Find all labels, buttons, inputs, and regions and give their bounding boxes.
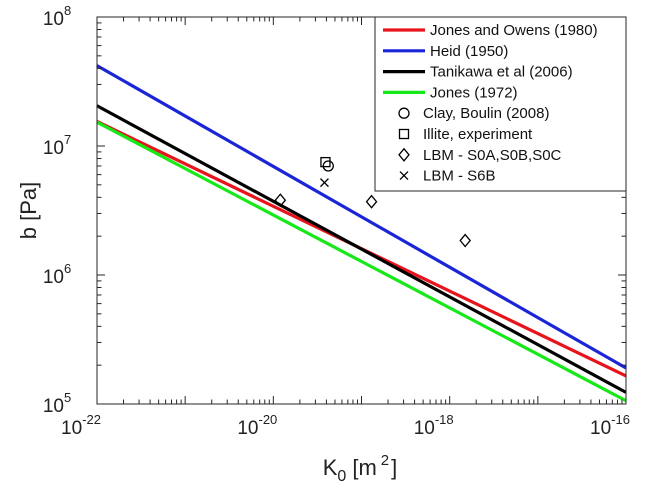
x-tick-label: 10-22 (61, 412, 101, 439)
x-tick-exp: -22 (82, 412, 101, 427)
y-tick-label: 105 (43, 390, 71, 417)
x-axis-label: K0 [m 2] (323, 452, 398, 485)
x-tick-base: 10 (590, 418, 611, 439)
data-point-5-0 (320, 156, 331, 168)
y-tick-base: 10 (43, 396, 64, 417)
legend-label-2: Tanikawa et al (2006) (430, 64, 573, 81)
y-tick-label: 106 (43, 261, 71, 288)
data-point-6-2 (459, 233, 472, 248)
data-point-7-0-stroke-b (319, 178, 329, 188)
legend-item-4: Clay, Boulin (2008) (398, 105, 549, 122)
legend-label-0: Jones and Owens (1980) (430, 22, 598, 39)
x-axis-label-close: ] (391, 455, 397, 480)
x-axis-label-sub: 0 (337, 468, 346, 485)
legend-label-4: Clay, Boulin (2008) (423, 105, 549, 122)
y-tick-label: 108 (43, 3, 71, 30)
y-tick-exp: 6 (64, 261, 71, 276)
legend-item-6: LBM - S0A,S0B,S0C (398, 147, 562, 164)
y-tick-base: 10 (43, 9, 64, 30)
series-line-1 (96, 64, 627, 370)
legend-item-3: Jones (1972) (383, 84, 518, 101)
legend-label-7: LBM - S6B (423, 168, 496, 185)
x-tick-exp: -20 (259, 412, 278, 427)
legend-swatch-4 (398, 107, 410, 119)
x-tick-base: 10 (237, 418, 258, 439)
legend-swatch-6 (398, 147, 410, 162)
data-point-6-1 (365, 194, 378, 209)
legend-swatch-7-stroke-b (399, 171, 409, 181)
legend-item-7: LBM - S6B (399, 168, 496, 185)
legend-box (374, 16, 627, 192)
legend: Jones and Owens (1980) Heid (1950) Tanikaw… (374, 16, 627, 192)
plot-area (96, 64, 627, 403)
legend-label-3: Jones (1972) (430, 84, 518, 101)
legend-label-6: LBM - S0A,S0B,S0C (423, 147, 562, 164)
x-tick-label: 10-20 (237, 412, 277, 439)
legend-item-0: Jones and Owens (1980) (383, 22, 598, 39)
x-tick-exp: -16 (611, 412, 630, 427)
legend-swatch-5 (398, 128, 410, 140)
y-tick-exp: 7 (64, 132, 71, 147)
x-tick-label: 10-16 (590, 412, 630, 439)
data-point-6-0 (274, 193, 287, 208)
y-tick-base: 10 (43, 267, 64, 288)
x-tick-base: 10 (414, 418, 435, 439)
x-tick-label: 10-18 (414, 412, 454, 439)
legend-label-5: Illite, experiment (423, 126, 533, 143)
x-axis-label-unit: [m (352, 455, 376, 480)
data-point-7-0 (319, 178, 329, 188)
y-tick-exp: 5 (64, 390, 71, 405)
y-tick-label: 107 (43, 132, 71, 159)
series-line-3 (96, 120, 627, 403)
legend-label-1: Heid (1950) (430, 43, 508, 60)
legend-item-5: Illite, experiment (398, 126, 533, 143)
y-axis-label: b [Pa] (16, 182, 41, 239)
legend-item-2: Tanikawa et al (2006) (383, 64, 573, 81)
legend-item-1: Heid (1950) (383, 43, 508, 60)
series-line-2 (96, 104, 627, 394)
x-tick-exp: -18 (435, 412, 454, 427)
x-axis-label-base: K (323, 455, 338, 480)
x-axis-label-sup: 2 (381, 452, 389, 469)
legend-swatch-7 (399, 171, 409, 181)
y-tick-base: 10 (43, 138, 64, 159)
y-tick-exp: 8 (64, 3, 71, 18)
x-tick-base: 10 (61, 418, 82, 439)
